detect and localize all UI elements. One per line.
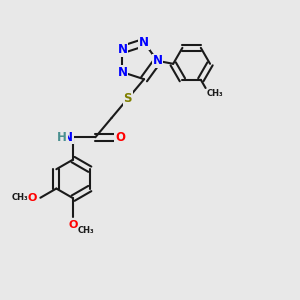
Text: N: N xyxy=(152,54,162,67)
Text: N: N xyxy=(63,131,73,144)
Text: S: S xyxy=(124,92,132,105)
Text: CH₃: CH₃ xyxy=(11,193,28,202)
Text: O: O xyxy=(27,193,37,203)
Text: CH₃: CH₃ xyxy=(77,226,94,235)
Text: N: N xyxy=(118,66,128,79)
Text: N: N xyxy=(118,43,128,56)
Text: O: O xyxy=(115,131,125,144)
Text: O: O xyxy=(68,220,78,230)
Text: N: N xyxy=(139,36,149,49)
Text: CH₃: CH₃ xyxy=(207,89,224,98)
Text: H: H xyxy=(57,131,67,144)
